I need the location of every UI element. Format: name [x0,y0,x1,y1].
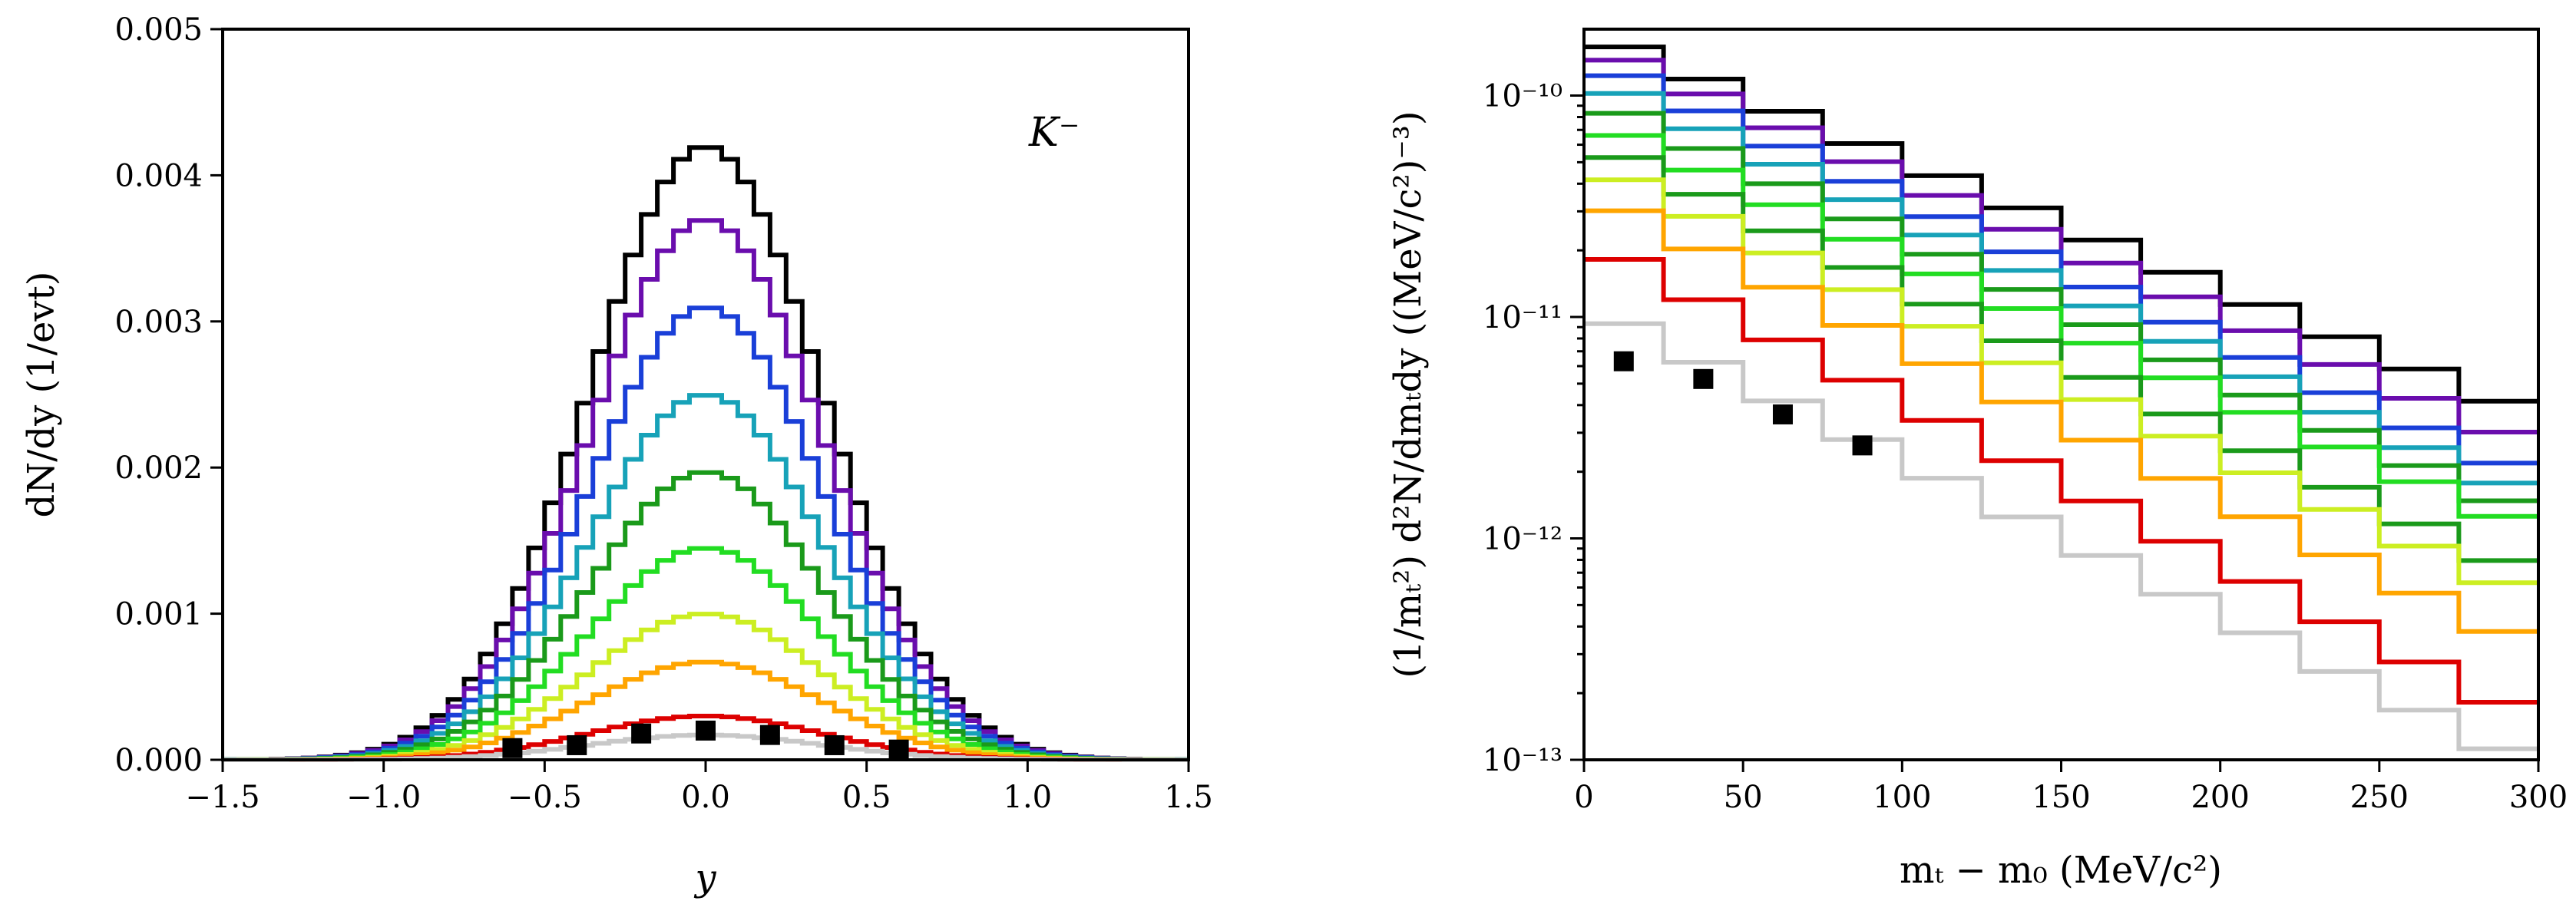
mt-x-tick-label: 50 [1724,780,1763,815]
rapidity-y-tick-label: 0.001 [114,597,203,632]
rapidity-x-tick-label: 0.5 [842,780,891,815]
rapidity-series-blue [223,305,1189,762]
rapidity-series-purple [223,218,1189,762]
rapidity-data-point [888,739,909,760]
mt-data-point [1852,435,1873,456]
mt-data-point [1772,404,1793,424]
mt-x-tick-label: 150 [2032,780,2090,815]
rapidity-y-ticks: 0.000 0.001 0.002 0.003 0.004 0.005 [114,12,223,778]
rapidity-x-axis-label: y [693,857,716,899]
mt-y-tick-label: 10⁻¹⁰ [1483,79,1562,114]
rapidity-data-points [502,720,909,760]
mt-y-tick-label: 10⁻¹³ [1483,743,1562,778]
mt-series-gray [1584,321,2538,751]
mt-x-ticks: 0 50 100 150 200 250 300 [1574,760,2568,815]
rapidity-data-point [631,723,652,744]
mt-data-point [1613,351,1634,371]
mt-x-tick-label: 200 [2191,780,2249,815]
mt-spectrum-panel: 0 50 100 150 200 250 300 10⁻¹³10⁻¹²10⁻¹¹10⁻¹⁰ … [1387,28,2568,892]
particle-annotation: K⁻ [1028,110,1080,156]
rapidity-x-tick-label: −0.5 [508,780,582,815]
rapidity-x-ticks: −1.5 −1.0 −0.5 0.0 0.5 1.0 1.5 [185,760,1213,815]
mt-x-tick-label: 300 [2509,780,2568,815]
rapidity-y-tick-label: 0.002 [114,451,203,486]
mt-x-tick-label: 100 [1873,780,1931,815]
rapidity-data-point [696,720,716,741]
rapidity-y-tick-label: 0.004 [114,158,203,193]
mt-series-group [1584,45,2538,751]
mt-series-red [1584,257,2538,705]
rapidity-y-tick-label: 0.005 [114,12,203,48]
mt-y-ticks: 10⁻¹³ 10⁻¹² 10⁻¹¹ 10⁻¹⁰ [1483,79,1584,778]
mt-data-point [1693,368,1714,389]
mt-x-tick-label: 250 [2350,780,2409,815]
rapidity-x-tick-label: 1.5 [1164,780,1213,815]
rapidity-data-point [567,734,587,755]
mt-y-tick-label: 10⁻¹¹ [1483,300,1562,335]
mt-x-tick-label: 0 [1574,780,1593,815]
rapidity-data-point [502,738,523,758]
rapidity-series-black [223,145,1189,762]
rapidity-y-tick-label: 0.000 [114,743,203,778]
rapidity-data-point [824,734,845,755]
rapidity-series-cyan [223,393,1189,762]
rapidity-y-axis-label: dN/dy (1/evt) [20,272,63,518]
mt-y-axis-label: (1/mₜ²) d²N/dmₜdy ((MeV/c²)⁻³) [1387,111,1430,678]
mt-y-tick-label: 10⁻¹² [1483,522,1562,557]
rapidity-x-tick-label: −1.0 [346,780,421,815]
mt-data-points [1613,351,1873,456]
mt-series-orange [1584,208,2538,634]
rapidity-x-tick-label: −1.5 [185,780,260,815]
rapidity-series-orange [223,659,1189,762]
rapidity-panel: −1.5 −1.0 −0.5 0.0 0.5 1.0 1.5 0.000 0.001 0.002… [20,12,1213,899]
rapidity-data-point [759,725,780,745]
rapidity-series-group [223,145,1189,762]
rapidity-x-tick-label: 0.0 [681,780,730,815]
rapidity-y-tick-label: 0.003 [114,305,203,340]
mt-x-axis-label: mₜ − m₀ (MeV/c²) [1900,849,2222,892]
rapidity-x-tick-label: 1.0 [1004,780,1053,815]
